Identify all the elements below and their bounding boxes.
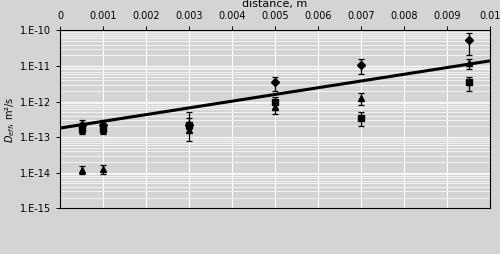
Y-axis label: $D_{eff}$, m²/s: $D_{eff}$, m²/s [4, 96, 17, 142]
X-axis label: distance, m: distance, m [242, 0, 308, 9]
